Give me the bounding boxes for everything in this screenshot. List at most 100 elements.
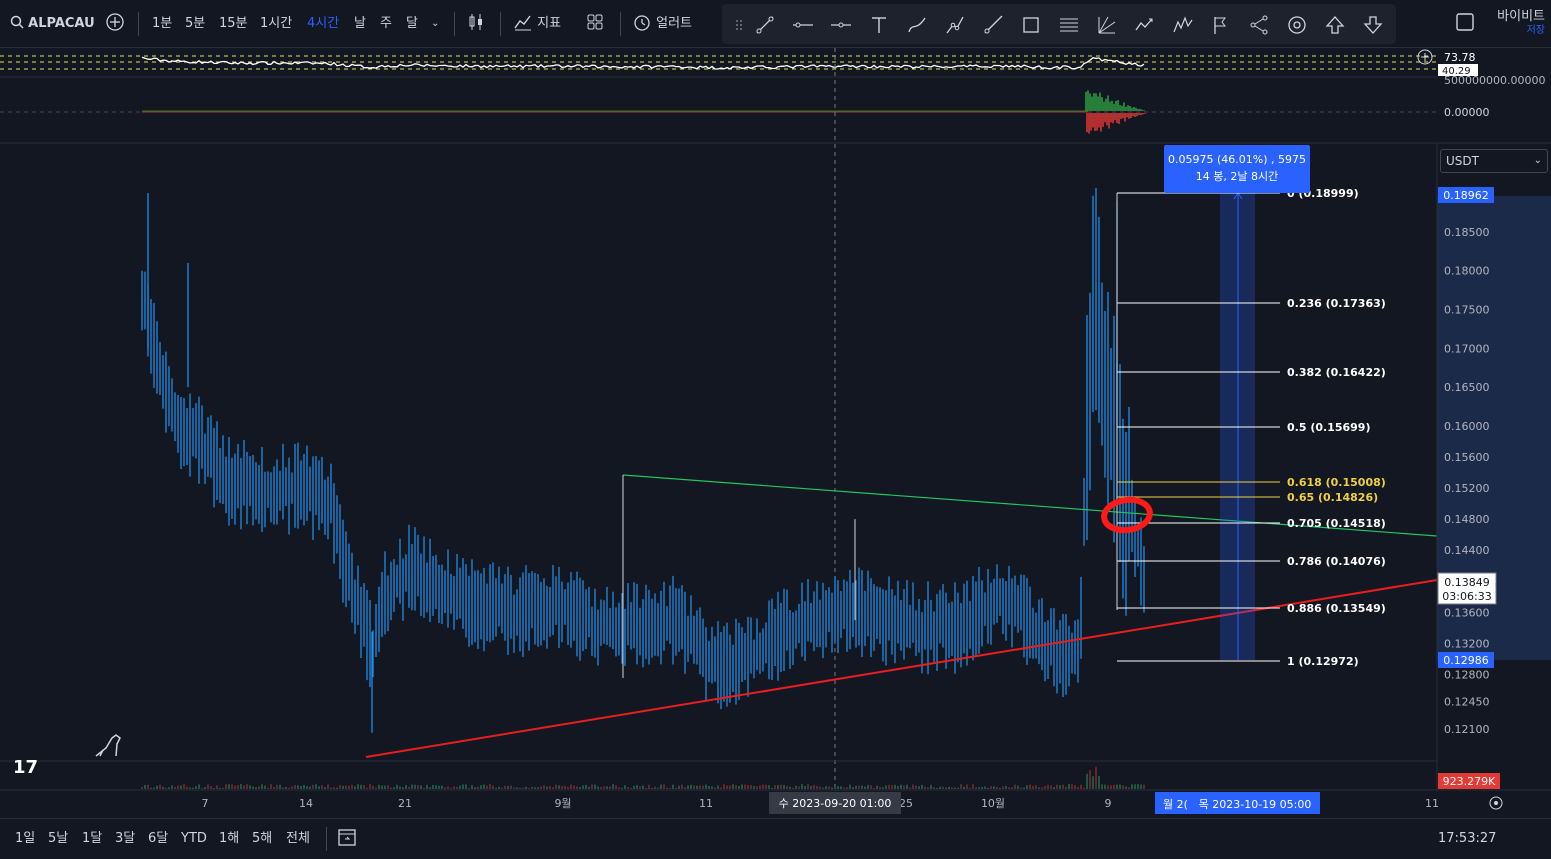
range-end-label: 목 2023-10-19 05:00 [1199, 798, 1312, 811]
range-6m[interactable]: 6달 [148, 831, 169, 846]
osc-zero-label: 0.00000 [1444, 106, 1490, 119]
top-price-marker [1438, 187, 1494, 203]
time-tick: 11 [1425, 797, 1439, 810]
time-tick: 7 [202, 797, 209, 810]
price-tick: 0.12450 [1444, 696, 1490, 709]
red-trendline[interactable] [365, 579, 1438, 758]
grid-layout-icon [587, 14, 603, 30]
price-tick: 0.12100 [1444, 723, 1490, 736]
price-tick: 0.17500 [1444, 304, 1490, 317]
pattern-icon[interactable] [944, 14, 966, 36]
price-bars [141, 187, 1145, 733]
volume-bars [141, 766, 1145, 789]
current-price-marker [1437, 572, 1497, 605]
svg-text:17: 17 [13, 757, 38, 778]
price-tick: 0.13200 [1444, 637, 1490, 650]
price-tick: 0.12800 [1444, 668, 1490, 681]
drag-handle-icon[interactable] [728, 14, 742, 36]
indicators-button[interactable]: 지표 [513, 0, 561, 48]
fullscreen-button[interactable] [1455, 0, 1475, 48]
fib-level-label: 0.382 (0.16422) [1287, 366, 1386, 379]
range-ytd[interactable]: YTD [181, 831, 207, 846]
arrow-down-icon[interactable] [1362, 14, 1384, 36]
tf-15m[interactable]: 15분 [219, 16, 248, 31]
top-toolbar: ALPACAU 1분 5분 15분 1시간 4시간 날 주 달 ⌄ 지표 얼러트 [0, 0, 1551, 48]
long-position-icon[interactable] [1210, 14, 1232, 36]
measure-icon[interactable] [1248, 14, 1270, 36]
chart-canvas[interactable]: 0.18500 0.18000 0.17500 0.17000 0.16500 0.160… [0, 48, 1551, 818]
fib-retracement-icon[interactable] [1058, 14, 1080, 36]
range-all[interactable]: 전체 [286, 831, 310, 846]
brush-icon[interactable] [906, 14, 928, 36]
crosshair-time-box [769, 792, 901, 814]
price-tick: 0.18500 [1444, 226, 1490, 239]
highlight-circle[interactable] [1101, 496, 1153, 534]
bottom-toolbar: 1일 5날 1달 3달 6달 YTD 1해 5해 전체 17:53:27 (UT… [0, 818, 1551, 859]
symbol-search[interactable]: ALPACAU [10, 0, 95, 48]
arrow-up-icon[interactable] [1324, 14, 1346, 36]
text-tool-icon[interactable] [868, 14, 890, 36]
range-1m[interactable]: 1달 [82, 831, 103, 846]
range-1y[interactable]: 1해 [219, 831, 240, 846]
range-5y[interactable]: 5해 [252, 831, 273, 846]
range-start-label: 월 2( [1163, 798, 1188, 811]
magnet-icon[interactable] [1286, 14, 1308, 36]
price-tick: 0.18000 [1444, 265, 1490, 278]
compare-button[interactable] [105, 0, 125, 48]
alert-label: 얼러트 [656, 16, 693, 31]
fib-retracement[interactable] [1117, 192, 1280, 662]
gann-icon[interactable] [1096, 14, 1118, 36]
tf-week[interactable]: 주 [380, 16, 392, 31]
trend-line-icon[interactable] [754, 14, 776, 36]
rectangle-icon[interactable] [1020, 14, 1042, 36]
ray-icon[interactable] [982, 14, 1004, 36]
price-tick: 0.15200 [1444, 482, 1490, 495]
tf-1m[interactable]: 1분 [152, 16, 173, 31]
volume-marker [1438, 773, 1500, 789]
indicators-label: 지표 [537, 16, 562, 31]
horizontal-line-icon[interactable] [830, 14, 852, 36]
add-plus-icon[interactable] [1417, 49, 1433, 65]
time-tick: 9월 [554, 797, 571, 810]
tf-day[interactable]: 날 [354, 16, 366, 31]
fib-level-label: 1 (0.12972) [1287, 655, 1359, 668]
goto-date-button[interactable] [337, 819, 357, 859]
fib-level-label: 0.65 (0.14826) [1287, 491, 1378, 504]
horizontal-ray-icon[interactable] [792, 14, 814, 36]
tf-month[interactable]: 달 [406, 16, 418, 31]
bottom-price-marker-label: 0.12986 [1443, 654, 1489, 667]
alert-button[interactable]: 얼러트 [632, 0, 692, 48]
fib-labels: 0 (0.18999)0.236 (0.17363)0.382 (0.16422… [1287, 187, 1386, 668]
fib-level-label: 0.618 (0.15008) [1287, 476, 1386, 489]
chart-type-button[interactable] [466, 0, 486, 48]
dino-icon[interactable] [95, 734, 121, 757]
range-5d[interactable]: 5날 [48, 831, 69, 846]
forecast-icon[interactable] [1134, 14, 1156, 36]
time-tick: 21 [398, 797, 412, 810]
time-axis[interactable]: 7 14 21 9월 11 25 10월 9 11 [202, 797, 1440, 810]
price-tick: 0.14800 [1444, 513, 1490, 526]
range-1d[interactable]: 1일 [15, 831, 36, 846]
range-time-box [1155, 792, 1320, 814]
settings-gear-icon[interactable] [1489, 796, 1503, 810]
top-price-marker-label: 0.18962 [1443, 189, 1489, 202]
exchange-label: 바이비트 [1497, 9, 1545, 24]
layout-button[interactable] [586, 0, 604, 48]
tradingview-logo: 17 [13, 757, 38, 778]
time-tick: 9 [1105, 797, 1112, 810]
range-3m[interactable]: 3달 [115, 831, 136, 846]
price-tick: 0.15600 [1444, 451, 1490, 464]
clock-label[interactable]: 17:53:27 (UTC+9) [1438, 831, 1497, 846]
tf-4h[interactable]: 4시간 [307, 16, 340, 31]
currency-select[interactable]: USDT ⌄ [1440, 149, 1548, 173]
bottom-price-marker [1438, 652, 1494, 668]
price-tick: 0.14400 [1444, 544, 1490, 557]
elliott-wave-icon[interactable] [1172, 14, 1194, 36]
tf-5m[interactable]: 5분 [185, 16, 206, 31]
tf-1h[interactable]: 1시간 [260, 16, 293, 31]
timeframe-dropdown[interactable]: ⌄ [431, 0, 439, 48]
exchange-label-group[interactable]: 바이비트 저장 [1497, 10, 1545, 38]
save-label[interactable]: 저장 [1526, 25, 1545, 36]
green-trendline[interactable] [622, 474, 1438, 537]
measure-change: 0.05975 (46.01%) , 5975 [1168, 153, 1306, 166]
